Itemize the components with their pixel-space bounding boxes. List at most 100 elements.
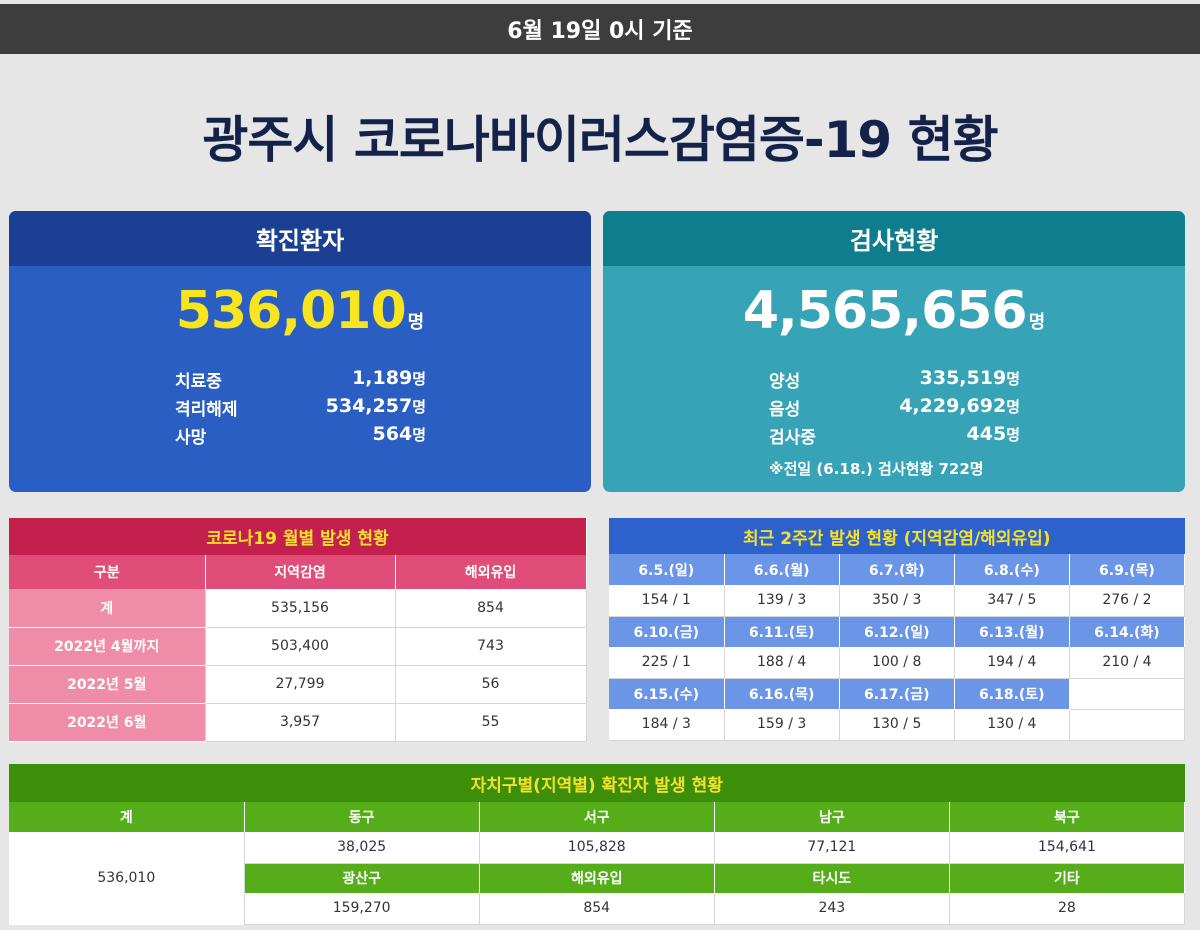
value-cell: 188 / 4 — [724, 647, 840, 679]
basis-date-bar: 6월 19일 0시 기준 — [0, 4, 1200, 54]
stat-label: 음성 — [769, 400, 801, 420]
date-cell: 6.16.(목) — [724, 678, 840, 709]
test-note: ※전일 (6.18.) 검사현황 722명 — [769, 460, 984, 478]
value-cell: 100 / 8 — [839, 647, 955, 679]
row-label: 계 — [9, 589, 206, 628]
stat-label: 격리해제 — [175, 400, 238, 420]
value-cell: 130 / 4 — [954, 709, 1070, 741]
local-cell: 27,799 — [205, 665, 396, 704]
stat-number: 445 — [966, 423, 1007, 445]
monthly-header: 구분 — [9, 555, 206, 589]
basis-date: 6월 19일 0시 기준 — [507, 19, 693, 44]
date-row: 6.10.(금) 6.11.(토) 6.12.(일) 6.13.(월) 6.14… — [609, 616, 1186, 647]
stat-unit: 명 — [1006, 398, 1020, 416]
stat-number: 4,229,692 — [899, 395, 1007, 417]
district-value: 38,025 — [244, 832, 480, 864]
empty-value-cell — [1069, 709, 1186, 741]
stat-unit: 명 — [1006, 370, 1020, 388]
total-value: 536,010 — [9, 832, 245, 924]
overseas-cell: 854 — [395, 589, 587, 628]
table-row: 2022년 6월 3,957 55 — [9, 703, 587, 742]
district-value: 854 — [479, 893, 715, 925]
test-card: 검사현황 4,565,656 명 양성 335,519명 음성 4,229,692… — [603, 211, 1185, 492]
two-week-table: 최근 2주간 발생 현황 (지역감염/해외유입) 6.5.(일) 6.6.(월)… — [609, 518, 1186, 741]
district-header: 기타 — [949, 863, 1186, 893]
date-cell: 6.7.(화) — [839, 554, 955, 585]
two-week-title: 최근 2주간 발생 현황 (지역감염/해외유입) — [609, 518, 1185, 554]
value-cell: 159 / 3 — [724, 709, 840, 741]
stat-value: 1,189명 — [352, 367, 426, 389]
stat-value: 445명 — [967, 423, 1020, 445]
monthly-header: 지역감염 — [205, 555, 396, 589]
stat-number: 534,257 — [325, 395, 413, 417]
value-cell: 225 / 1 — [609, 647, 725, 679]
page-title: 광주시 코로나바이러스감염증-19 현황 — [202, 111, 998, 169]
district-value: 243 — [714, 893, 950, 925]
confirmed-total-unit: 명 — [407, 312, 425, 333]
stat-label: 치료중 — [175, 372, 222, 392]
value-cell: 276 / 2 — [1069, 585, 1186, 617]
stat-value: 335,519명 — [920, 367, 1020, 389]
date-cell: 6.5.(일) — [609, 554, 725, 585]
monthly-header: 해외유입 — [395, 555, 587, 589]
table-row: 2022년 5월 27,799 56 — [9, 665, 587, 704]
local-cell: 503,400 — [205, 627, 396, 666]
stat-unit: 명 — [412, 370, 426, 388]
test-total-unit: 명 — [1028, 312, 1046, 333]
empty-date-cell — [1068, 677, 1186, 710]
value-cell: 130 / 5 — [839, 709, 955, 741]
date-cell: 6.13.(월) — [954, 616, 1070, 647]
date-cell: 6.11.(토) — [724, 616, 840, 647]
stat-testing: 검사중 445명 — [603, 423, 1185, 451]
value-cell: 154 / 1 — [609, 585, 725, 617]
date-cell: 6.10.(금) — [609, 616, 725, 647]
test-total: 4,565,656 명 — [603, 281, 1185, 341]
local-cell: 3,957 — [205, 703, 396, 742]
overseas-cell: 55 — [395, 703, 587, 742]
date-row: 6.15.(수) 6.16.(목) 6.17.(금) 6.18.(토) — [609, 677, 1186, 710]
district-header: 타시도 — [714, 863, 950, 893]
stat-label: 양성 — [769, 372, 801, 392]
monthly-title: 코로나19 월별 발생 현황 — [9, 518, 587, 555]
value-cell: 347 / 5 — [954, 585, 1070, 617]
row-label: 2022년 4월까지 — [9, 627, 206, 666]
date-cell: 6.18.(토) — [954, 678, 1070, 709]
district-value: 154,641 — [949, 832, 1186, 864]
stat-label: 검사중 — [769, 428, 816, 448]
district-header: 해외유입 — [479, 863, 715, 893]
district-header: 광산구 — [244, 863, 480, 893]
confirmed-total-value: 536,010 — [175, 281, 407, 341]
stat-number: 1,189 — [352, 367, 413, 389]
confirmed-card: 확진환자 536,010 명 치료중 1,189명 격리해제 534,257명 사… — [9, 211, 591, 492]
date-row: 6.5.(일) 6.6.(월) 6.7.(화) 6.8.(수) 6.9.(목) — [609, 554, 1186, 585]
district-header: 북구 — [949, 802, 1186, 832]
test-heading: 검사현황 — [603, 211, 1185, 266]
date-cell: 6.14.(화) — [1069, 616, 1186, 647]
district-table: 자치구별(지역별) 확진자 발생 현황 계 동구 서구 남구 북구 536,01… — [9, 764, 1186, 925]
stat-unit: 명 — [412, 426, 426, 444]
date-cell: 6.8.(수) — [954, 554, 1070, 585]
stat-label: 사망 — [175, 428, 207, 448]
confirmed-total: 536,010 명 — [9, 281, 591, 341]
date-cell: 6.6.(월) — [724, 554, 840, 585]
row-label: 2022년 5월 — [9, 665, 206, 704]
stat-deaths: 사망 564명 — [9, 423, 591, 451]
stat-value: 534,257명 — [326, 395, 426, 417]
overseas-cell: 56 — [395, 665, 587, 704]
district-value: 159,270 — [244, 893, 480, 925]
value-row: 154 / 1 139 / 3 350 / 3 347 / 5 276 / 2 — [609, 585, 1186, 617]
stat-released: 격리해제 534,257명 — [9, 395, 591, 423]
district-value: 77,121 — [714, 832, 950, 864]
stat-unit: 명 — [1006, 426, 1020, 444]
value-row: 225 / 1 188 / 4 100 / 8 194 / 4 210 / 4 — [609, 647, 1186, 679]
value-cell: 184 / 3 — [609, 709, 725, 741]
date-cell: 6.17.(금) — [839, 678, 955, 709]
value-cell: 194 / 4 — [954, 647, 1070, 679]
confirmed-heading: 확진환자 — [9, 211, 591, 266]
total-header: 계 — [9, 802, 245, 832]
date-cell: 6.15.(수) — [609, 678, 725, 709]
district-header: 서구 — [479, 802, 715, 832]
local-cell: 535,156 — [205, 589, 396, 628]
value-cell: 210 / 4 — [1069, 647, 1186, 679]
stat-unit: 명 — [412, 398, 426, 416]
